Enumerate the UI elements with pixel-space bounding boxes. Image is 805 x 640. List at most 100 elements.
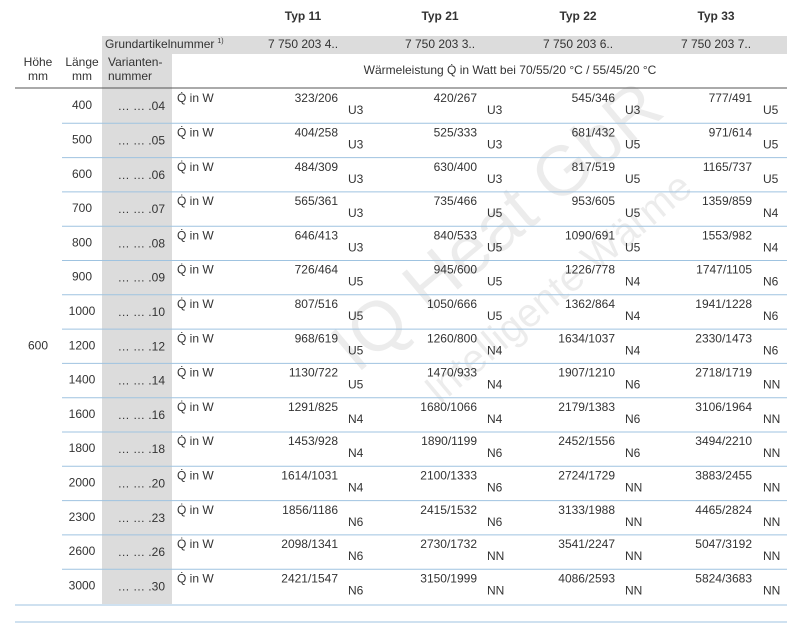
power-value: 2098/1341 xyxy=(281,537,338,551)
power-value: 1907/1210 xyxy=(558,366,615,380)
radiator-class: N4 xyxy=(487,412,503,426)
variant-number: … … .12 xyxy=(118,339,166,353)
radiator-class: U5 xyxy=(487,309,503,323)
length: 900 xyxy=(72,270,92,284)
radiator-class: U5 xyxy=(348,309,364,323)
article-number: 7 750 203 7.. xyxy=(681,37,751,51)
power-value: 2724/1729 xyxy=(558,468,615,482)
variant-number: … … .07 xyxy=(118,202,166,216)
power-value: 484/309 xyxy=(295,160,339,174)
radiator-class: NN xyxy=(487,583,504,597)
variant-number: … … .26 xyxy=(118,545,166,559)
variant-number: … … .10 xyxy=(118,305,166,319)
type-header: Typ 21 xyxy=(421,9,458,23)
length: 3000 xyxy=(69,578,96,592)
power-value: 545/346 xyxy=(572,91,616,105)
power-value: 807/516 xyxy=(295,297,339,311)
length: 1400 xyxy=(69,373,96,387)
power-value: 420/267 xyxy=(434,91,478,105)
variant-number: … … .04 xyxy=(118,99,166,113)
radiator-class: NN xyxy=(763,549,780,563)
radiator-class: N6 xyxy=(487,515,503,529)
height-label: mm xyxy=(28,69,48,83)
radiator-class: U5 xyxy=(487,206,503,220)
power-value: 1890/1199 xyxy=(421,434,477,448)
unit-label: Q̇ in W xyxy=(177,91,214,105)
power-value: 1165/737 xyxy=(703,160,752,174)
power-value: 1680/1066 xyxy=(420,400,477,414)
radiator-class: N4 xyxy=(763,206,779,220)
radiator-class: U3 xyxy=(487,172,503,186)
radiator-class: N4 xyxy=(487,343,503,357)
power-value: 681/432 xyxy=(572,125,616,139)
radiator-class: N6 xyxy=(348,549,364,563)
radiator-class: N6 xyxy=(487,446,503,460)
length: 2000 xyxy=(69,475,96,489)
variant-number: … … .08 xyxy=(118,236,166,250)
power-value: 1362/864 xyxy=(565,297,615,311)
radiator-class: U5 xyxy=(763,103,779,117)
power-value: 4086/2593 xyxy=(558,571,615,585)
radiator-class: U3 xyxy=(348,240,364,254)
radiator-class: N6 xyxy=(763,309,779,323)
power-value: 2718/1719 xyxy=(695,366,752,380)
power-value: 2421/1547 xyxy=(281,571,338,585)
power-value: 525/333 xyxy=(434,125,478,139)
unit-label: Q̇ in W xyxy=(177,434,214,448)
radiator-class: U5 xyxy=(625,240,641,254)
radiator-class: NN xyxy=(625,480,642,494)
power-value: 630/400 xyxy=(434,160,478,174)
power-value: 777/491 xyxy=(709,91,753,105)
power-value: 1226/778 xyxy=(565,263,615,277)
power-value: 1453/928 xyxy=(288,434,338,448)
power-value: 4465/2824 xyxy=(695,503,752,517)
unit-label: Q̇ in W xyxy=(177,331,214,345)
power-value: 2330/1473 xyxy=(695,331,752,345)
radiator-class: N6 xyxy=(625,446,641,460)
height-label: Höhe xyxy=(24,55,53,69)
length-label: mm xyxy=(72,69,92,83)
power-value: 1470/933 xyxy=(427,366,477,380)
radiator-class: U5 xyxy=(348,378,364,392)
radiator-class: N6 xyxy=(487,480,503,494)
length: 400 xyxy=(72,98,92,112)
radiator-class: N6 xyxy=(348,583,364,597)
radiator-class: N6 xyxy=(625,412,641,426)
article-number: 7 750 203 6.. xyxy=(543,37,613,51)
variant-number: … … .05 xyxy=(118,133,166,147)
length: 1600 xyxy=(69,407,96,421)
radiator-class: N6 xyxy=(348,515,364,529)
radiator-class: NN xyxy=(763,378,780,392)
radiator-class: NN xyxy=(763,515,780,529)
radiator-class: U5 xyxy=(763,137,779,151)
unit-label: Q̇ in W xyxy=(177,503,214,517)
unit-label: Q̇ in W xyxy=(177,537,214,551)
power-value: 1941/1228 xyxy=(695,297,752,311)
power-value: 2452/1556 xyxy=(558,434,615,448)
article-number: 7 750 203 3.. xyxy=(405,37,475,51)
power-value: 2179/1383 xyxy=(558,400,615,414)
power-value: 1634/1037 xyxy=(558,331,615,345)
power-value: 2730/1732 xyxy=(420,537,477,551)
footnote: 1) xyxy=(217,38,223,45)
variant-number: … … .20 xyxy=(118,476,166,490)
unit-label: Q̇ in W xyxy=(177,125,214,139)
radiator-class: U3 xyxy=(348,103,364,117)
variant-label: Varianten- xyxy=(108,55,162,69)
radiator-class: N4 xyxy=(348,412,364,426)
radiator-class: N4 xyxy=(763,240,779,254)
radiator-class: NN xyxy=(763,583,780,597)
length: 2600 xyxy=(69,544,96,558)
variant-number: … … .14 xyxy=(118,374,166,388)
power-value: 1050/666 xyxy=(427,297,477,311)
length-label: Länge xyxy=(65,55,99,69)
radiator-class: U3 xyxy=(348,206,364,220)
power-value: 323/206 xyxy=(295,91,339,105)
power-value: 1553/982 xyxy=(702,228,752,242)
power-value: 726/464 xyxy=(295,263,339,277)
radiator-class: U3 xyxy=(625,103,641,117)
article-label: Grundartikelnummer 1) xyxy=(105,37,224,51)
power-value: 1856/1186 xyxy=(282,503,338,517)
radiator-class: U5 xyxy=(625,206,641,220)
unit-label: Q̇ in W xyxy=(177,194,214,208)
